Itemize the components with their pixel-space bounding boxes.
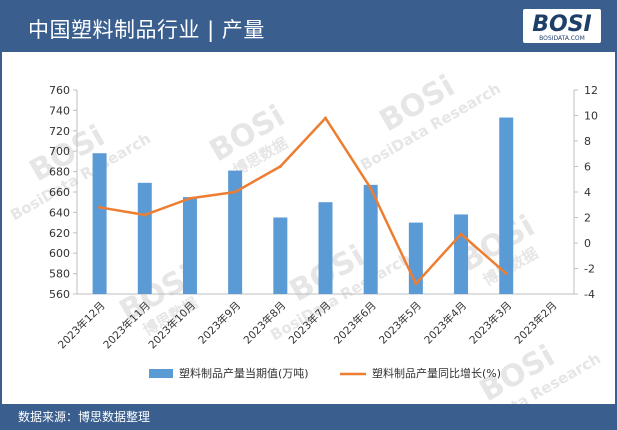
right-tick-label: 6	[584, 161, 591, 174]
right-tick-label: 8	[584, 135, 591, 148]
x-tick-label: 2023年12月	[55, 299, 107, 351]
x-tick-label: 2023年2月	[512, 299, 560, 347]
right-tick-label: 4	[584, 186, 591, 199]
bar	[363, 184, 378, 294]
left-tick-label: 720	[49, 125, 70, 138]
left-tick-label: 640	[49, 206, 70, 219]
bar	[454, 214, 469, 294]
line-point	[98, 205, 102, 209]
bar	[273, 217, 288, 294]
bar	[137, 182, 152, 294]
x-tick-label: 2023年3月	[467, 299, 515, 347]
right-tick-label: 12	[584, 84, 598, 97]
left-tick-label: 580	[49, 268, 70, 281]
right-tick-label: 2	[584, 212, 591, 225]
left-tick-label: 700	[49, 145, 70, 158]
line-point	[369, 186, 373, 190]
left-tick-label: 620	[49, 227, 70, 240]
left-tick-label: 760	[49, 84, 70, 97]
left-tick-label: 560	[49, 288, 70, 301]
right-tick-label: -2	[584, 263, 595, 276]
logo-subtext: BOSIDATA.COM	[539, 35, 585, 42]
bar	[499, 117, 514, 294]
line-point	[143, 213, 147, 217]
line-point	[504, 272, 508, 276]
line-point	[414, 282, 418, 286]
left-tick-label: 660	[49, 186, 70, 199]
legend-line-label: 塑料制品产量同比增长(%)	[372, 366, 501, 380]
line-point	[278, 165, 282, 168]
line-layer	[98, 116, 508, 286]
legend-bar-swatch	[149, 369, 173, 378]
bar	[182, 197, 197, 294]
line-point	[233, 190, 237, 194]
bar	[318, 202, 333, 294]
line-point	[188, 196, 192, 200]
x-tick-label: 2023年9月	[196, 299, 244, 347]
right-tick-label: -4	[584, 288, 595, 301]
footer-bar: 数据来源：博思数据整理	[2, 404, 615, 428]
page-title: 中国塑料制品行业 | 产量	[28, 18, 265, 42]
bosi-logo: BOSI BOSIDATA.COM	[523, 9, 601, 43]
right-tick-label: 0	[584, 237, 591, 250]
bar	[92, 153, 107, 294]
left-tick-label: 680	[49, 166, 70, 179]
left-tick-label: 600	[49, 247, 70, 260]
bars-layer	[92, 117, 514, 294]
title-bar: 中国塑料制品行业 | 产量 BOSI BOSIDATA.COM	[2, 2, 615, 52]
line-point	[459, 232, 463, 236]
data-source: 数据来源：博思数据整理	[18, 410, 151, 424]
growth-line	[99, 116, 508, 286]
right-tick-label: 10	[584, 110, 598, 123]
chart-area: BOSi BosiData Research BOSi 博思数据 BOSi BosiDat…	[2, 52, 615, 430]
x-tick-label: 2023年4月	[422, 299, 470, 347]
legend-bar-label: 塑料制品产量当期值(万吨)	[179, 366, 309, 380]
bar	[228, 170, 243, 294]
legend: 塑料制品产量当期值(万吨) 塑料制品产量同比增长(%)	[149, 366, 501, 380]
x-tick-label: 2023年5月	[376, 299, 424, 347]
logo-brand: BOSI	[532, 12, 592, 37]
line-point	[324, 116, 327, 120]
left-tick-label: 740	[49, 104, 70, 117]
